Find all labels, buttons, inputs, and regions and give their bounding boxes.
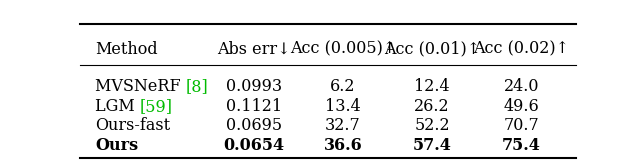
Text: 52.2: 52.2 [414,117,450,134]
Text: Acc (0.005)↑: Acc (0.005)↑ [290,41,396,58]
Text: 75.4: 75.4 [502,137,541,154]
Text: 26.2: 26.2 [414,98,450,115]
Text: Acc (0.02)↑: Acc (0.02)↑ [474,41,570,58]
Text: 6.2: 6.2 [330,78,356,95]
Text: Ours: Ours [95,137,138,154]
Text: 0.0695: 0.0695 [225,117,282,134]
Text: 32.7: 32.7 [325,117,361,134]
Text: Acc (0.01)↑: Acc (0.01)↑ [384,41,480,58]
Text: 0.0654: 0.0654 [223,137,284,154]
Text: [8]: [8] [186,78,209,95]
Text: 49.6: 49.6 [504,98,540,115]
Text: 57.4: 57.4 [413,137,452,154]
Text: Ours-fast: Ours-fast [95,117,170,134]
Text: 70.7: 70.7 [504,117,540,134]
Text: 24.0: 24.0 [504,78,539,95]
Text: LGM: LGM [95,98,140,115]
Text: Method: Method [95,41,157,58]
Text: 36.6: 36.6 [323,137,362,154]
Text: 0.1121: 0.1121 [225,98,282,115]
Text: Abs err↓: Abs err↓ [217,41,291,58]
Text: [59]: [59] [140,98,173,115]
Text: 12.4: 12.4 [414,78,450,95]
Text: 13.4: 13.4 [325,98,361,115]
Text: 0.0993: 0.0993 [225,78,282,95]
Text: MVSNeRF: MVSNeRF [95,78,186,95]
